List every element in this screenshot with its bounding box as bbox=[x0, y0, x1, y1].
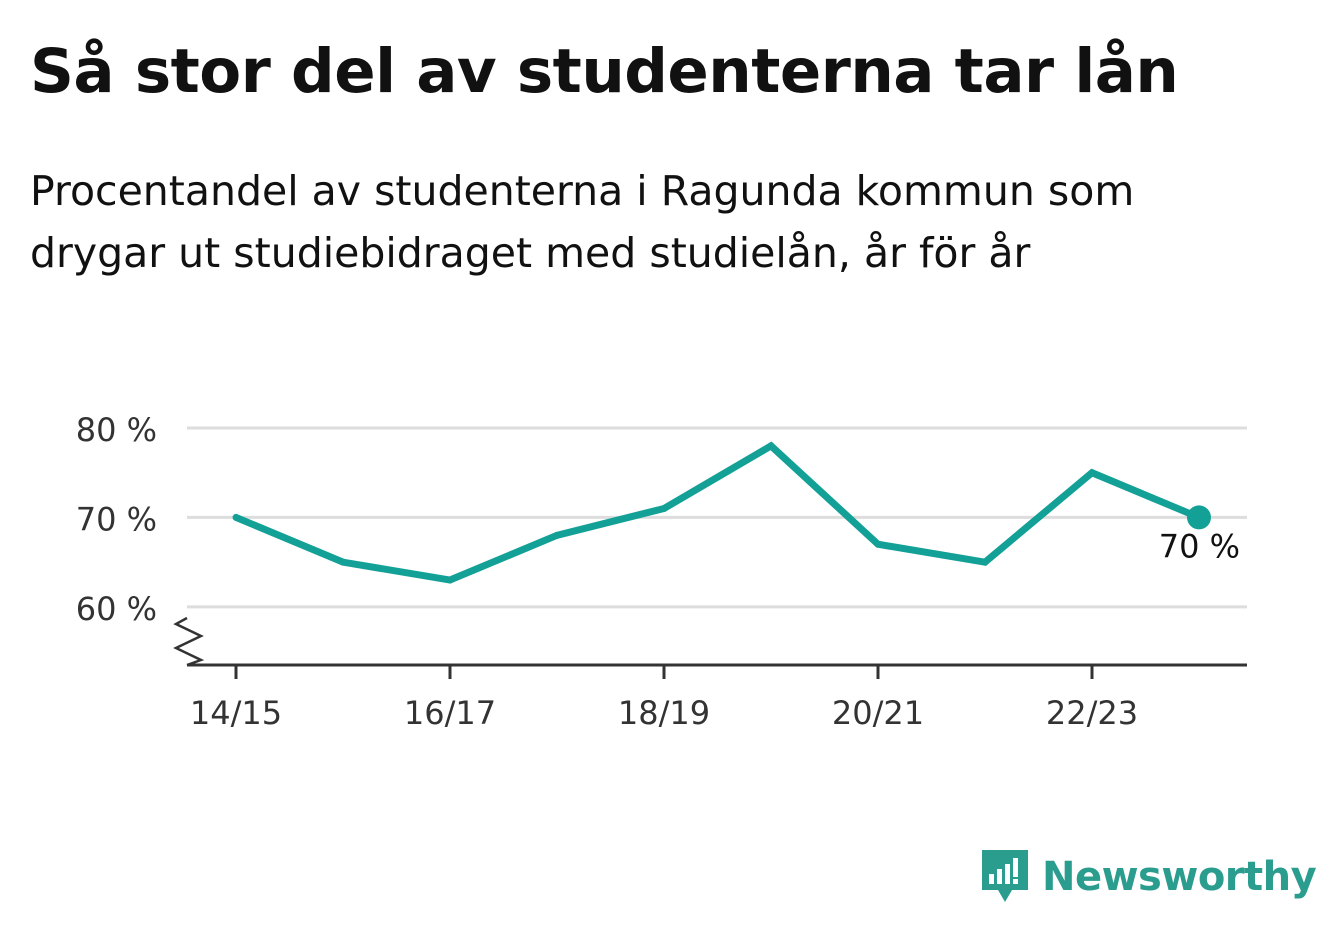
y-tick-label: 70 % bbox=[76, 500, 157, 538]
axis-layer bbox=[173, 616, 1247, 679]
chart-subtitle: Procentandel av studenterna i Ragunda ko… bbox=[30, 160, 1270, 284]
label-layer: 60 % 70 % 80 % 14/15 16/17 18/19 20/21 22/23 70 … bbox=[76, 411, 1240, 732]
x-tick-label: 20/21 bbox=[832, 694, 924, 732]
end-value-label: 70 % bbox=[1159, 527, 1240, 565]
axis-break-icon bbox=[173, 616, 205, 667]
data-point bbox=[232, 513, 240, 521]
x-tick-label: 18/19 bbox=[618, 694, 710, 732]
grid-layer bbox=[187, 426, 1247, 609]
series-layer bbox=[232, 441, 1211, 584]
brand-name: Newsworthy bbox=[1042, 854, 1317, 900]
data-point bbox=[1088, 469, 1096, 477]
y-tick-label: 60 % bbox=[76, 590, 157, 628]
data-point bbox=[446, 576, 454, 584]
data-point bbox=[981, 558, 989, 566]
chart-title: Så stor del av studenterna tar lån bbox=[30, 36, 1179, 107]
data-point bbox=[553, 531, 561, 539]
data-point bbox=[767, 442, 775, 450]
brand-logo: Newsworthy bbox=[980, 846, 1317, 908]
x-tick-label: 22/23 bbox=[1046, 694, 1138, 732]
subtitle-line-2: drygar ut studiebidraget med studielån, … bbox=[30, 229, 1031, 277]
data-point bbox=[660, 504, 668, 512]
series-line bbox=[234, 441, 1201, 584]
x-tick-label: 16/17 bbox=[404, 694, 496, 732]
newsworthy-logo-icon bbox=[982, 850, 1028, 902]
data-point bbox=[339, 558, 347, 566]
y-tick-label: 80 % bbox=[76, 411, 157, 449]
x-tick-label: 14/15 bbox=[190, 694, 282, 732]
data-point bbox=[874, 540, 882, 548]
subtitle-line-1: Procentandel av studenterna i Ragunda ko… bbox=[30, 167, 1135, 215]
end-point-marker bbox=[1187, 505, 1211, 530]
